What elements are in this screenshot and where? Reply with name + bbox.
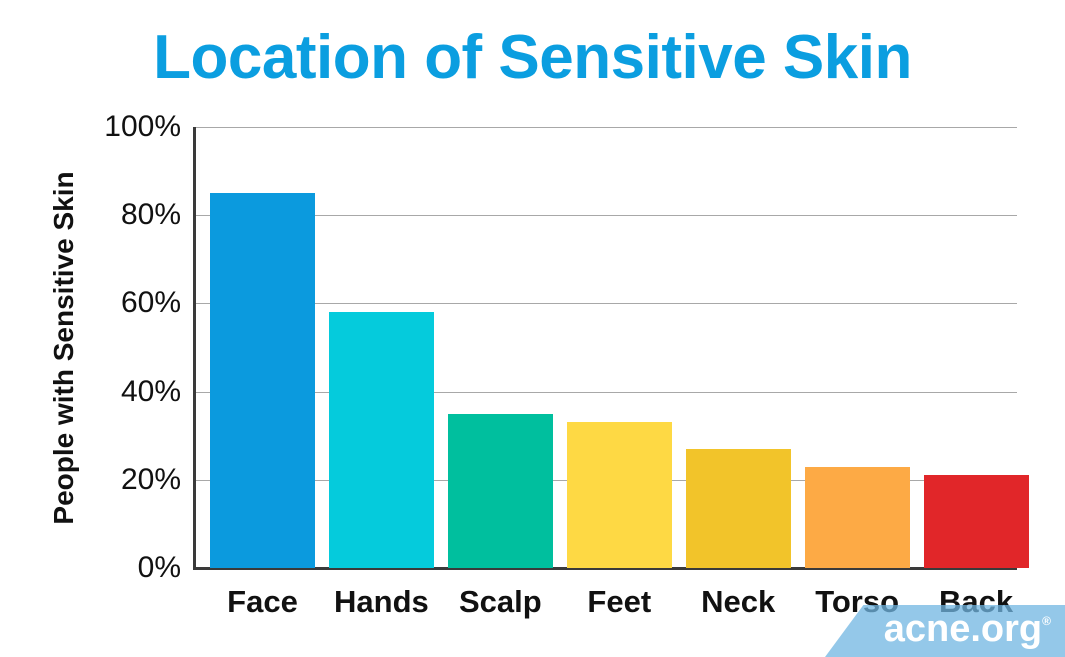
bar-back[interactable] [923, 475, 1029, 568]
x-tick-label: Scalp [458, 584, 542, 619]
gridline [195, 303, 1017, 305]
chart-title: Location of Sensitive Skin [153, 23, 912, 92]
plot-area: 0% 20% 40% 60% 80% 100% Face Hands Scalp Feet Neck… [104, 110, 1029, 619]
bar-hands[interactable] [328, 312, 434, 568]
y-tick-label: 60% [120, 286, 181, 320]
bar-feet[interactable] [566, 422, 672, 568]
bar-scalp[interactable] [447, 413, 553, 568]
y-axis-line [193, 127, 196, 570]
x-axis-line [193, 567, 1017, 570]
x-tick-label: Hands [334, 584, 429, 619]
y-tick-label: 80% [120, 198, 181, 232]
gridline [195, 127, 1017, 128]
gridline [195, 215, 1017, 217]
y-tick-label: 40% [120, 374, 181, 408]
bar-neck[interactable] [685, 448, 791, 568]
brand-text: acne.org [883, 608, 1043, 650]
x-tick-label: Neck [701, 584, 776, 619]
y-axis-label: People with Sensitive Skin [48, 171, 79, 525]
registered-mark-icon: ® [1042, 614, 1051, 628]
y-tick-label: 100% [104, 110, 181, 143]
y-tick-label: 0% [137, 551, 181, 584]
y-tick-label: 20% [120, 462, 181, 496]
bar-face[interactable] [210, 193, 315, 568]
brand-banner [825, 605, 1065, 657]
bar-torso[interactable] [804, 466, 910, 568]
gridline [195, 391, 1017, 393]
x-tick-label: Face [227, 584, 298, 619]
x-tick-label: Feet [587, 584, 652, 619]
brand-logo[interactable]: acne.org® [884, 608, 1051, 651]
